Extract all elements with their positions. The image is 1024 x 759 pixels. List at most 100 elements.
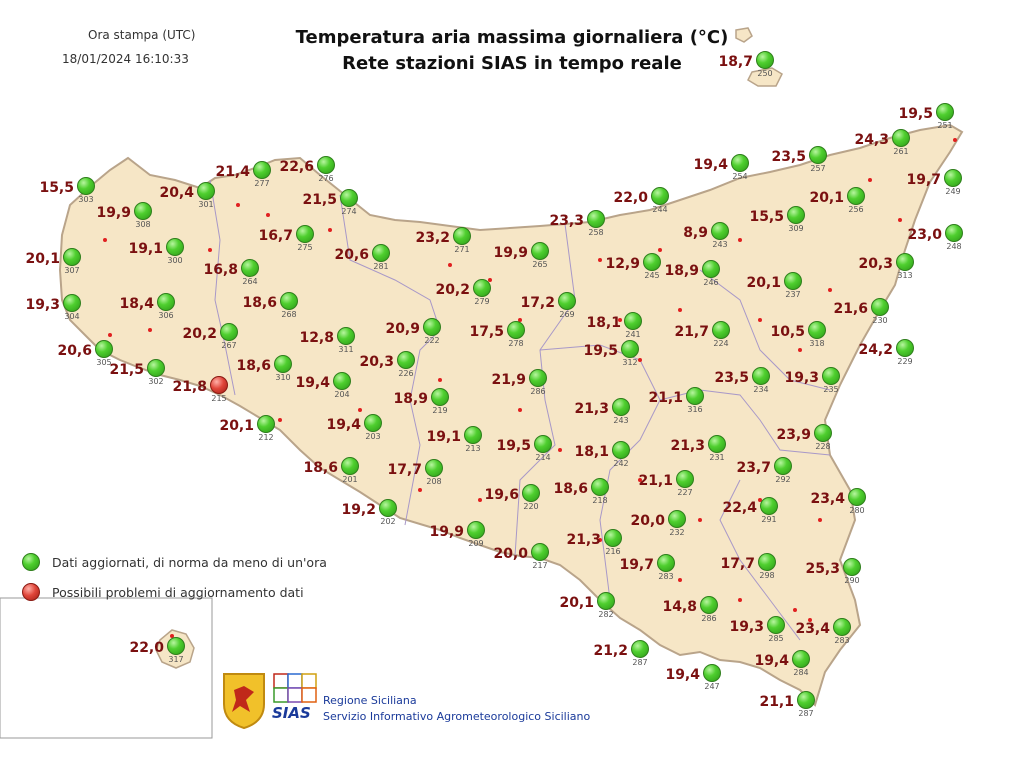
- station-value: 19,5: [496, 438, 531, 454]
- station-id: 218: [592, 496, 608, 505]
- station-id: 228: [815, 442, 831, 451]
- station-ok-icon: [676, 470, 694, 488]
- station-value: 19,7: [906, 172, 941, 188]
- station-ok-icon: [712, 321, 730, 339]
- station-value: 20,1: [809, 190, 844, 206]
- station-ok-icon: [871, 298, 889, 316]
- station-value: 20,1: [559, 595, 594, 611]
- station-value: 21,3: [566, 532, 601, 548]
- station-ok-icon: [797, 691, 815, 709]
- station-value: 18,6: [236, 358, 271, 374]
- station-id: 298: [759, 571, 775, 580]
- station-id: 271: [454, 245, 470, 254]
- station-value: 21,5: [302, 192, 337, 208]
- station-value: 24,2: [858, 342, 893, 358]
- station-value: 22,6: [279, 159, 314, 175]
- station-id: 285: [768, 634, 784, 643]
- legend-ok-icon: [22, 553, 40, 571]
- footer-line1: Regione Siciliana: [323, 694, 417, 707]
- station-value: 20,0: [630, 513, 665, 529]
- station-ok-icon: [529, 369, 547, 387]
- station-ok-icon: [558, 292, 576, 310]
- station-ok-icon: [944, 169, 962, 187]
- station-ok-icon: [847, 187, 865, 205]
- station-value: 18,9: [393, 391, 428, 407]
- station-value: 21,2: [593, 643, 628, 659]
- station-ok-icon: [147, 359, 165, 377]
- station-ok-icon: [760, 497, 778, 515]
- station-ok-icon: [896, 339, 914, 357]
- print-time: 18/01/2024 16:10:33: [62, 52, 189, 66]
- station-value: 17,5: [469, 324, 504, 340]
- station-ok-icon: [945, 224, 963, 242]
- station-value: 19,5: [583, 343, 618, 359]
- station-value: 15,5: [749, 209, 784, 225]
- station-id: 204: [334, 390, 350, 399]
- station-value: 18,4: [119, 296, 154, 312]
- station-value: 19,9: [96, 205, 131, 221]
- station-warning-icon: [210, 376, 228, 394]
- station-ok-icon: [833, 618, 851, 636]
- station-id: 222: [424, 336, 440, 345]
- station-id: 278: [508, 339, 524, 348]
- station-ok-icon: [657, 554, 675, 572]
- station-ok-icon: [702, 260, 720, 278]
- station-ok-icon: [668, 510, 686, 528]
- station-id: 258: [588, 228, 604, 237]
- station-id: 305: [96, 358, 112, 367]
- station-value: 24,3: [854, 132, 889, 148]
- station-value: 20,2: [182, 326, 217, 342]
- station-id: 247: [704, 682, 720, 691]
- station-value: 20,1: [25, 251, 60, 267]
- station-value: 19,1: [426, 429, 461, 445]
- station-ok-icon: [95, 340, 113, 358]
- station-id: 310: [275, 373, 291, 382]
- station-value: 23,2: [415, 230, 450, 246]
- station-value: 18,6: [553, 481, 588, 497]
- station-id: 316: [687, 405, 703, 414]
- station-id: 306: [158, 311, 174, 320]
- print-label: Ora stampa (UTC): [88, 28, 196, 42]
- station-ok-icon: [317, 156, 335, 174]
- station-id: 264: [242, 277, 258, 286]
- station-id: 303: [78, 195, 94, 204]
- station-ok-icon: [77, 177, 95, 195]
- station-ok-icon: [703, 664, 721, 682]
- station-id: 300: [167, 256, 183, 265]
- station-id: 229: [897, 357, 913, 366]
- station-ok-icon: [700, 596, 718, 614]
- station-value: 19,5: [898, 106, 933, 122]
- station-value: 22,4: [722, 500, 757, 516]
- station-value: 18,6: [242, 295, 277, 311]
- station-ok-icon: [651, 187, 669, 205]
- station-ok-icon: [253, 161, 271, 179]
- station-id: 244: [652, 205, 668, 214]
- station-value: 10,5: [770, 324, 805, 340]
- station-ok-icon: [814, 424, 832, 442]
- station-ok-icon: [63, 294, 81, 312]
- station-ok-icon: [134, 202, 152, 220]
- station-ok-icon: [296, 225, 314, 243]
- station-value: 21,1: [638, 473, 673, 489]
- station-id: 279: [474, 297, 490, 306]
- station-value: 20,1: [219, 418, 254, 434]
- station-ok-icon: [591, 478, 609, 496]
- station-value: 20,2: [435, 282, 470, 298]
- station-ok-icon: [464, 426, 482, 444]
- station-id: 274: [341, 207, 357, 216]
- station-ok-icon: [522, 484, 540, 502]
- station-ok-icon: [241, 259, 259, 277]
- station-value: 21,3: [670, 438, 705, 454]
- legend-problem-label: Possibili problemi di aggiornamento dati: [52, 585, 304, 600]
- station-ok-icon: [787, 206, 805, 224]
- station-value: 19,3: [729, 619, 764, 635]
- station-id: 283: [834, 636, 850, 645]
- station-id: 227: [677, 488, 693, 497]
- station-id: 219: [432, 406, 448, 415]
- station-ok-icon: [604, 529, 622, 547]
- station-id: 304: [64, 312, 80, 321]
- station-id: 215: [211, 394, 227, 403]
- station-ok-icon: [534, 435, 552, 453]
